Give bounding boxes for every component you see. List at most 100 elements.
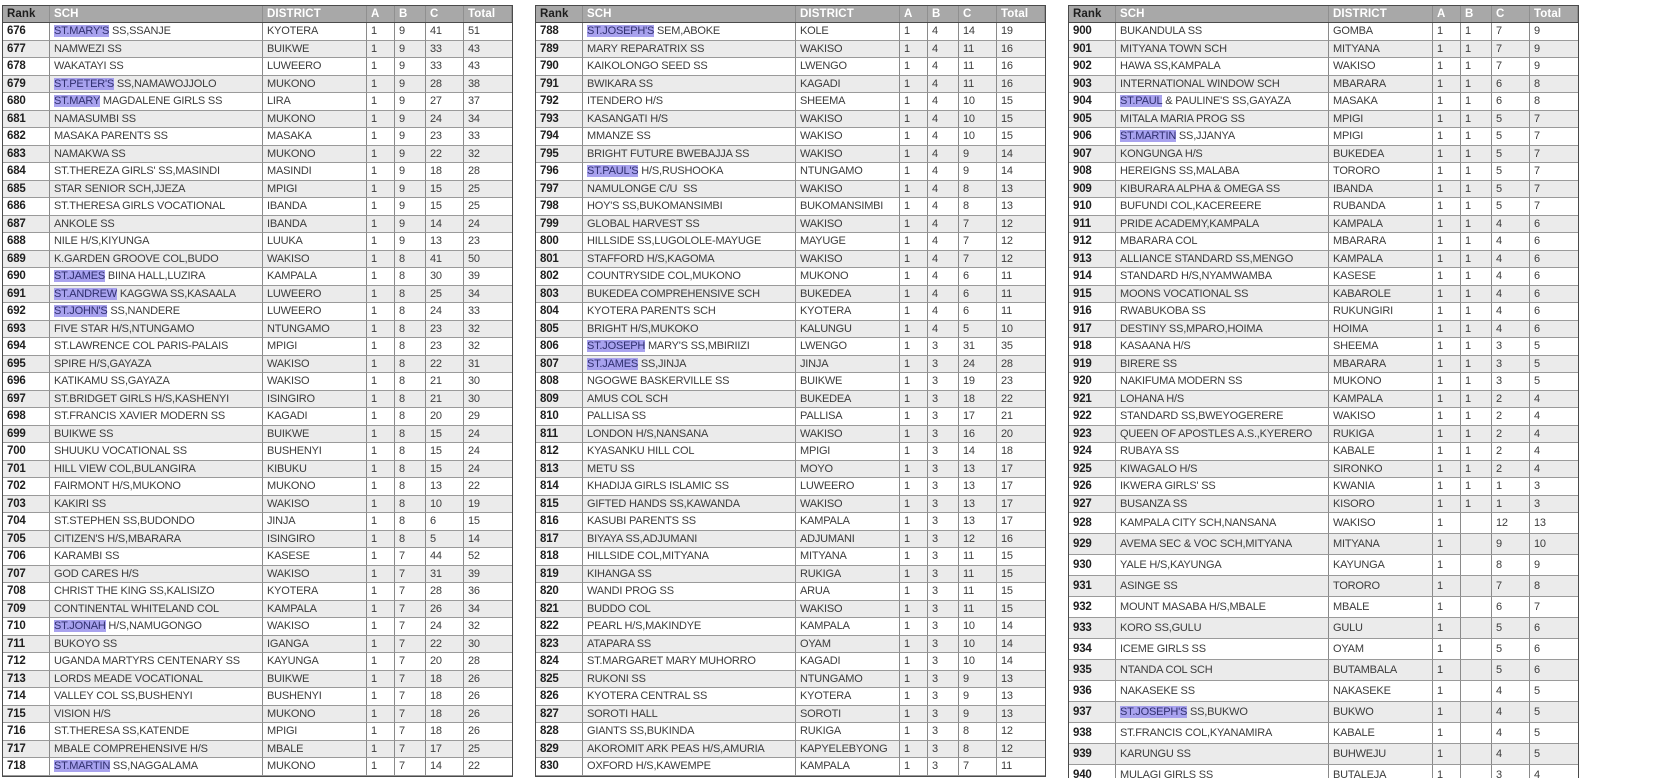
school-cell: ST.JOSEPH'S SS,BUKWO (1116, 702, 1329, 723)
total-cell: 7 (1530, 146, 1578, 163)
school-cell: QUEEN OF APOSTLES A.S.,KYERERO (1116, 425, 1329, 443)
grade-a-cell: 1 (1433, 639, 1461, 660)
total-cell: 22 (464, 478, 512, 496)
district-cell: SHEEMA (796, 93, 900, 111)
school-cell: YALE H/S,KAYUNGA (1116, 555, 1329, 576)
rank-cell: 915 (1069, 285, 1116, 303)
school-cell: ITENDERO H/S (583, 93, 796, 111)
school-cell: WANDI PROG SS (583, 583, 796, 601)
total-cell: 4 (1530, 391, 1578, 408)
district-cell: MITYANA (796, 548, 900, 566)
rank-cell: 924 (1069, 443, 1116, 461)
grade-a-cell: 1 (900, 653, 928, 671)
grade-a-cell: 1 (1433, 555, 1461, 576)
grade-c-cell: 2 (1492, 390, 1530, 408)
grade-a-cell: 1 (900, 75, 928, 93)
grade-a-cell: 1 (1433, 145, 1461, 163)
total-cell: 5 (1530, 744, 1578, 765)
rank-cell: 709 (3, 600, 50, 618)
school-name-rest: SS,JINJA (637, 357, 687, 370)
grade-b-cell: 3 (928, 513, 959, 531)
rank-cell: 829 (536, 740, 583, 758)
grade-c-cell: 4 (1492, 320, 1530, 338)
table-row: 909 KIBURARA ALPHA & OMEGA SS IBANDA 1 1 5 7 (1069, 180, 1578, 198)
school-cell: BUKANDULA SS (1116, 23, 1329, 41)
table-row: 928 KAMPALA CITY SCH,NANSANA WAKISO 1 12 13 (1069, 513, 1578, 534)
table-row: 677 NAMWEZI SS BUIKWE 1 9 33 43 (3, 40, 512, 58)
district-cell: BUTALEJA (1329, 765, 1433, 778)
school-cell: LOHANA H/S (1116, 390, 1329, 408)
grade-a-cell: 1 (1433, 233, 1461, 251)
district-cell: TORORO (1329, 163, 1433, 181)
grade-a-cell: 1 (1433, 495, 1461, 513)
ranking-table-3: Rank SCH DISTRICT A B C Total 900 BUKANDULA SS GO… (1068, 5, 1579, 778)
rank-cell: 908 (1069, 163, 1116, 181)
search-highlight: ST.MARY (54, 95, 101, 108)
grade-c-cell: 26 (426, 600, 464, 618)
header-row: Rank SCH DISTRICT A B C Total (536, 6, 1045, 23)
grade-b-cell: 3 (928, 478, 959, 496)
grade-c-cell: 10 (426, 495, 464, 513)
rank-cell: 692 (3, 303, 50, 321)
grade-b-cell: 1 (1461, 75, 1492, 93)
grade-b-cell: 3 (928, 338, 959, 356)
district-cell: KWANIA (1329, 478, 1433, 496)
grade-b-cell: 9 (395, 40, 426, 58)
table-row: 799 GLOBAL HARVEST SS WAKISO 1 4 7 12 (536, 215, 1045, 233)
total-cell: 15 (464, 513, 512, 531)
table-row: 940 MULAGI GIRLS SS BUTALEJA 1 3 4 (1069, 765, 1578, 778)
table-row: 688 NILE H/S,KIYUNGA LUUKA 1 9 13 23 (3, 233, 512, 251)
table-row: 789 MARY REPARATRIX SS WAKISO 1 4 11 16 (536, 40, 1045, 58)
grade-c-cell: 14 (959, 443, 997, 461)
column-header-sch: SCH (583, 6, 796, 22)
rank-cell: 816 (536, 513, 583, 531)
district-cell: BUSHENYI (263, 688, 367, 706)
total-cell: 12 (997, 723, 1045, 741)
rank-cell: 676 (3, 23, 50, 41)
table-row: 819 KIHANGA SS RUKIGA 1 3 11 15 (536, 565, 1045, 583)
total-cell: 6 (1530, 286, 1578, 303)
table-row: 695 SPIRE H/S,GAYAZA WAKISO 1 8 22 31 (3, 355, 512, 373)
district-cell: MUKONO (263, 705, 367, 723)
total-cell: 12 (997, 251, 1045, 268)
table-row: 693 FIVE STAR H/S,NTUNGAMO NTUNGAMO 1 8 23 32 (3, 320, 512, 338)
district-cell: KAMPALA (796, 513, 900, 531)
column-header-district: DISTRICT (1329, 6, 1433, 22)
school-cell: WAKATAYI SS (50, 58, 263, 76)
rank-cell: 812 (536, 443, 583, 461)
district-cell: RUBANDA (1329, 198, 1433, 216)
school-cell: KASAANA H/S (1116, 338, 1329, 356)
district-cell: WAKISO (796, 250, 900, 268)
grade-a-cell: 1 (1433, 443, 1461, 461)
school-cell: ST.BRIDGET GIRLS H/S,KASHENYI (50, 390, 263, 408)
grade-a-cell: 1 (367, 548, 395, 566)
district-cell: MUKONO (263, 145, 367, 163)
total-cell: 24 (464, 443, 512, 461)
grade-a-cell: 1 (900, 215, 928, 233)
grade-b-cell: 4 (928, 285, 959, 303)
district-cell: RUKIGA (1329, 425, 1433, 443)
grade-a-cell: 1 (1433, 618, 1461, 639)
grade-b-cell (1461, 660, 1492, 681)
table-row: 925 KIWAGALO H/S SIRONKO 1 1 2 4 (1069, 460, 1578, 478)
grade-a-cell: 1 (900, 303, 928, 321)
district-cell: KASESE (263, 548, 367, 566)
total-cell: 23 (997, 373, 1045, 391)
district-cell: BUHWEJU (1329, 744, 1433, 765)
table-row: 700 SHUUKU VOCATIONAL SS BUSHENYI 1 8 15 24 (3, 443, 512, 461)
school-cell: ST.ANDREW KAGGWA SS,KASAALA (50, 285, 263, 303)
district-cell: KABALE (1329, 443, 1433, 461)
grade-b-cell: 4 (928, 40, 959, 58)
grade-a-cell: 1 (367, 443, 395, 461)
school-cell: MITALA MARIA PROG SS (1116, 110, 1329, 128)
grade-c-cell: 5 (1492, 180, 1530, 198)
ranking-table-2: Rank SCH DISTRICT A B C Total 788 ST.JOSEPH'S SE… (535, 5, 1046, 777)
table-row: 712 UGANDA MARTYRS CENTENARY SS KAYUNGA 1 7 2… (3, 653, 512, 671)
grade-b-cell (1461, 513, 1492, 534)
grade-a-cell: 1 (900, 618, 928, 636)
grade-c-cell: 16 (959, 425, 997, 443)
school-cell: MOUNT MASABA H/S,MBALE (1116, 597, 1329, 618)
grade-a-cell: 1 (367, 530, 395, 548)
total-cell: 6 (1530, 321, 1578, 338)
district-cell: IGANGA (263, 635, 367, 653)
